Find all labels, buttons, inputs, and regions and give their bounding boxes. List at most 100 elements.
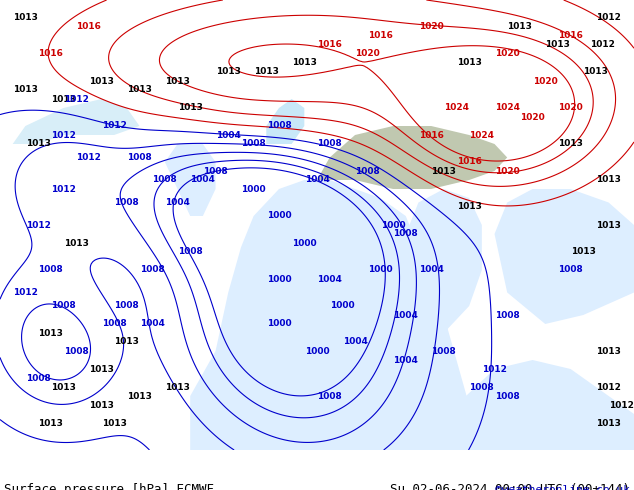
Text: 1012: 1012 (609, 400, 634, 410)
Text: 1013: 1013 (89, 400, 114, 410)
Text: 1012: 1012 (596, 383, 621, 392)
Text: ©weatheronline.co.uk: ©weatheronline.co.uk (495, 485, 630, 490)
Polygon shape (13, 99, 139, 144)
Text: 1000: 1000 (267, 319, 291, 328)
Text: 1013: 1013 (254, 68, 279, 76)
Text: 1008: 1008 (317, 140, 342, 148)
Text: 1013: 1013 (89, 365, 114, 373)
Text: 1013: 1013 (507, 23, 533, 31)
Text: 1013: 1013 (51, 95, 76, 103)
Text: 1008: 1008 (25, 373, 51, 383)
Text: 1004: 1004 (304, 175, 330, 185)
Polygon shape (456, 360, 634, 450)
Text: 1000: 1000 (305, 346, 329, 356)
Text: 1004: 1004 (317, 274, 342, 284)
Text: 1012: 1012 (13, 288, 38, 297)
Text: 1013: 1013 (456, 202, 482, 212)
Text: 1024: 1024 (469, 130, 495, 140)
Text: 1004: 1004 (393, 356, 418, 365)
Text: 1020: 1020 (418, 23, 444, 31)
Text: 1013: 1013 (596, 418, 621, 427)
Text: 1016: 1016 (558, 31, 583, 41)
Text: 1013: 1013 (456, 58, 482, 68)
Text: 1008: 1008 (139, 266, 165, 274)
Text: 1000: 1000 (368, 266, 392, 274)
Text: 1004: 1004 (165, 198, 190, 207)
Text: 1008: 1008 (469, 383, 495, 392)
Text: 1000: 1000 (267, 212, 291, 220)
Text: 1016: 1016 (38, 49, 63, 58)
Text: 1013: 1013 (292, 58, 317, 68)
Text: 1013: 1013 (596, 220, 621, 229)
Text: 1008: 1008 (495, 311, 520, 319)
Text: 1020: 1020 (520, 113, 545, 122)
Text: 1000: 1000 (330, 301, 354, 311)
Text: 1013: 1013 (13, 85, 38, 95)
Text: 1004: 1004 (342, 338, 368, 346)
Text: 1008: 1008 (114, 198, 139, 207)
Text: 1016: 1016 (456, 157, 482, 167)
Text: 1013: 1013 (571, 247, 596, 256)
Text: 1008: 1008 (51, 301, 76, 311)
Text: 1013: 1013 (51, 383, 76, 392)
Text: 1004: 1004 (216, 130, 241, 140)
Text: 1008: 1008 (63, 346, 89, 356)
Text: Su 02-06-2024 00:00 UTC (00+144): Su 02-06-2024 00:00 UTC (00+144) (390, 484, 630, 490)
Text: 1008: 1008 (266, 122, 292, 130)
Polygon shape (406, 189, 482, 333)
Text: 1013: 1013 (89, 76, 114, 85)
Text: Surface pressure [hPa] ECMWF: Surface pressure [hPa] ECMWF (4, 484, 214, 490)
Polygon shape (190, 180, 469, 450)
Polygon shape (165, 144, 216, 216)
Text: 1012: 1012 (51, 130, 76, 140)
Text: 1020: 1020 (558, 103, 583, 113)
Polygon shape (266, 99, 304, 144)
Text: 1013: 1013 (114, 338, 139, 346)
Text: 1013: 1013 (13, 14, 38, 23)
Text: 1013: 1013 (127, 85, 152, 95)
Text: 1013: 1013 (38, 328, 63, 338)
Text: 1020: 1020 (533, 76, 558, 85)
Text: 1012: 1012 (482, 365, 507, 373)
Text: 1013: 1013 (583, 68, 609, 76)
Text: 1008: 1008 (317, 392, 342, 400)
Text: 1013: 1013 (431, 167, 456, 175)
Text: 1008: 1008 (127, 153, 152, 162)
Text: 1013: 1013 (38, 418, 63, 427)
Text: 1000: 1000 (267, 274, 291, 284)
Text: 1024: 1024 (495, 103, 520, 113)
Text: 1013: 1013 (596, 175, 621, 185)
Text: 1013: 1013 (596, 346, 621, 356)
Text: 1008: 1008 (101, 319, 127, 328)
Text: 1008: 1008 (431, 346, 456, 356)
Text: 1012: 1012 (76, 153, 101, 162)
Polygon shape (495, 189, 634, 324)
Text: 1016: 1016 (317, 41, 342, 49)
Text: 1013: 1013 (25, 140, 51, 148)
Text: 1012: 1012 (25, 220, 51, 229)
Text: 1004: 1004 (418, 266, 444, 274)
Text: 1012: 1012 (596, 14, 621, 23)
Text: 1008: 1008 (114, 301, 139, 311)
Text: 1016: 1016 (418, 130, 444, 140)
Text: 1012: 1012 (101, 122, 127, 130)
Text: 1020: 1020 (495, 167, 520, 175)
Text: 1013: 1013 (63, 239, 89, 247)
Text: 1000: 1000 (381, 220, 405, 229)
Text: 1020: 1020 (355, 49, 380, 58)
Text: 1016: 1016 (76, 23, 101, 31)
Text: 1000: 1000 (292, 239, 316, 247)
Text: 1004: 1004 (139, 319, 165, 328)
Text: 1008: 1008 (178, 247, 203, 256)
Text: 1013: 1013 (545, 41, 571, 49)
Text: 1020: 1020 (495, 49, 520, 58)
Text: 1016: 1016 (368, 31, 393, 41)
Text: 1004: 1004 (393, 311, 418, 319)
Text: 1013: 1013 (216, 68, 241, 76)
Text: 1012: 1012 (590, 41, 615, 49)
Text: 1004: 1004 (190, 175, 216, 185)
Text: 1024: 1024 (444, 103, 469, 113)
Text: 1012: 1012 (51, 185, 76, 194)
Text: 1012: 1012 (63, 95, 89, 103)
Text: 1000: 1000 (242, 185, 266, 194)
